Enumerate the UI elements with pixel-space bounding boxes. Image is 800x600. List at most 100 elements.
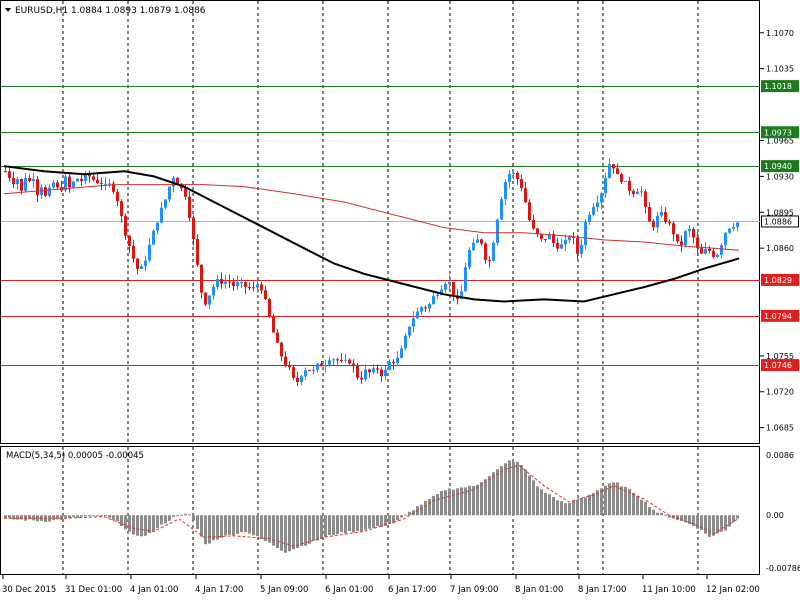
macd-histogram-bar bbox=[396, 515, 399, 521]
macd-histogram-bar bbox=[388, 515, 391, 525]
macd-signal-line bbox=[4, 464, 740, 547]
macd-histogram-bar bbox=[324, 515, 327, 537]
chart-menu-triangle-icon[interactable] bbox=[5, 8, 11, 12]
macd-histogram-bar bbox=[68, 515, 71, 518]
candle-body bbox=[452, 281, 455, 296]
macd-histogram-bar bbox=[136, 515, 139, 536]
macd-histogram-bar bbox=[436, 494, 439, 516]
candle-body bbox=[660, 211, 663, 216]
macd-histogram-bar bbox=[96, 515, 99, 517]
candle-body bbox=[196, 238, 199, 265]
candle-body bbox=[344, 359, 347, 361]
macd-histogram-bar bbox=[688, 515, 691, 525]
candle-body bbox=[580, 245, 583, 254]
macd-histogram-bar bbox=[208, 515, 211, 544]
macd-histogram-bar bbox=[124, 515, 127, 530]
candle-body bbox=[288, 365, 291, 368]
macd-histogram-bar bbox=[616, 482, 619, 516]
candle-body bbox=[220, 278, 223, 284]
candle-body bbox=[588, 214, 591, 222]
macd-histogram-bar bbox=[328, 515, 331, 535]
green-level-tag-0: 1.1018 bbox=[764, 82, 792, 91]
candle-body bbox=[152, 230, 155, 245]
macd-histogram-bar bbox=[16, 515, 19, 520]
macd-histogram-bar bbox=[352, 515, 355, 533]
candle-body bbox=[304, 370, 307, 377]
macd-histogram-bar bbox=[20, 515, 23, 520]
candle-body bbox=[56, 182, 59, 188]
time-axis-label: 4 Jan 17:00 bbox=[195, 585, 243, 595]
candle-body bbox=[464, 267, 467, 292]
macd-histogram-bar bbox=[716, 515, 719, 534]
candle-body bbox=[160, 207, 163, 223]
candle-body bbox=[148, 244, 151, 261]
candle-body bbox=[408, 326, 411, 336]
macd-histogram-bar bbox=[500, 466, 503, 516]
macd-histogram-bar bbox=[320, 515, 323, 539]
macd-histogram-bar bbox=[140, 515, 143, 537]
macd-histogram-bar bbox=[408, 511, 411, 516]
moving-averages bbox=[3, 165, 740, 303]
candle-body bbox=[112, 183, 115, 192]
red-level-tag-2: 1.0746 bbox=[764, 361, 792, 370]
candle-body bbox=[504, 182, 507, 200]
macd-histogram-bar bbox=[472, 485, 475, 516]
candle-body bbox=[644, 191, 647, 207]
candle-body bbox=[628, 180, 631, 191]
macd-histogram-bar bbox=[212, 515, 215, 541]
candle-body bbox=[484, 243, 487, 261]
candle-body bbox=[40, 187, 43, 196]
macd-histogram-bar bbox=[176, 515, 179, 517]
candle-body bbox=[416, 311, 419, 319]
macd-histogram-bar bbox=[480, 482, 483, 516]
candle-body bbox=[36, 179, 39, 196]
level-price-tags: 1.1018 1.0973 1.0940 1.0829 1.0794 1.0746 1.08… bbox=[761, 80, 799, 372]
macd-histogram-bar bbox=[664, 514, 667, 516]
macd-histogram-bar bbox=[292, 515, 295, 550]
slow-moving-average-line bbox=[3, 184, 740, 251]
macd-histogram-bar bbox=[484, 479, 487, 516]
macd-histogram-bar bbox=[364, 515, 367, 530]
candle-body bbox=[352, 363, 355, 366]
candle-body bbox=[568, 237, 571, 241]
candle-body bbox=[600, 193, 603, 203]
candle-body bbox=[292, 367, 295, 378]
macd-histogram-bar bbox=[720, 515, 723, 532]
candle-body bbox=[116, 191, 119, 202]
candle-body bbox=[524, 188, 527, 203]
candle-body bbox=[604, 177, 607, 194]
macd-histogram-bar bbox=[240, 515, 243, 533]
macd-histogram-bar bbox=[104, 515, 107, 517]
green-level-tag-2-bg bbox=[761, 160, 799, 173]
macd-histogram-bar bbox=[532, 480, 535, 516]
candle-body bbox=[228, 281, 231, 283]
candle-body bbox=[248, 286, 251, 288]
candle-body bbox=[108, 183, 111, 185]
price-axis-label: 1.0685 bbox=[766, 424, 794, 433]
candle-body bbox=[592, 207, 595, 215]
macd-histogram-bar bbox=[444, 490, 447, 516]
candle-body bbox=[136, 258, 139, 269]
macd-histogram-bar bbox=[576, 499, 579, 516]
macd-histogram-bar bbox=[652, 509, 655, 516]
macd-histogram-bar bbox=[84, 515, 87, 517]
candle-body bbox=[716, 254, 719, 257]
candle-body bbox=[520, 179, 523, 189]
macd-histogram-bar bbox=[520, 465, 523, 516]
candle-body bbox=[88, 173, 91, 177]
macd-histogram-bar bbox=[548, 494, 551, 516]
candle-body bbox=[488, 260, 491, 262]
candle-body bbox=[100, 183, 103, 185]
macd-histogram-bar bbox=[456, 488, 459, 516]
candle-body bbox=[712, 250, 715, 257]
macd-histogram-bar bbox=[164, 515, 167, 524]
candle-body bbox=[708, 248, 711, 251]
candle-body bbox=[328, 360, 331, 365]
candle-body bbox=[724, 232, 727, 246]
macd-histogram-bar bbox=[160, 515, 163, 525]
macd-histogram-bar bbox=[168, 515, 171, 521]
macd-histogram-bar bbox=[452, 489, 455, 516]
macd-histogram-bar bbox=[636, 495, 639, 516]
macd-histogram-bar bbox=[656, 512, 659, 516]
